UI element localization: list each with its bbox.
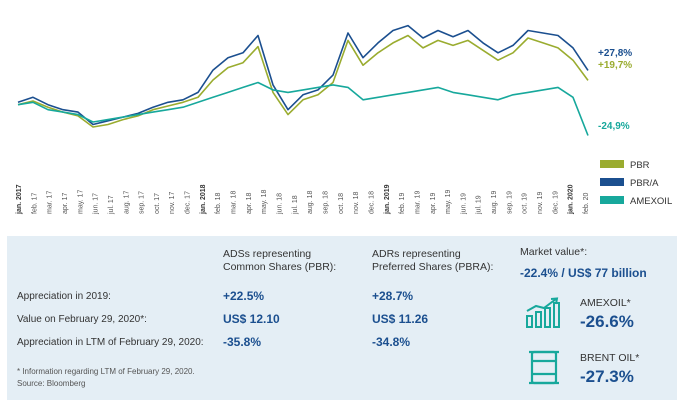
legend-swatch-amexoil	[600, 196, 624, 204]
x-tick-label: may. 17	[77, 190, 84, 214]
x-tick-label: nov. 19	[537, 191, 544, 214]
market-value-title: Market value*:	[520, 246, 588, 258]
x-tick-label: jun. 19	[460, 193, 467, 215]
x-tick-label: jul. 19	[476, 195, 483, 215]
pbr-header-line1: ADSs representing	[223, 248, 312, 260]
series-line-amexoil	[17, 81, 589, 136]
brent-oil-value: -27.3%	[580, 367, 634, 386]
chart-svg: +19,7%+27,8% -24,9% jan. 2017 feb. 17 mar. …	[16, 24, 672, 215]
x-tick-label: may. 19	[445, 190, 452, 214]
info-panel: ADSs representing Common Shares (PBR): A…	[7, 236, 677, 400]
pbra-column-header: ADRs representing Preferred Shares (PBRA…	[372, 248, 493, 274]
pbr-header-line2: Common Shares (PBR):	[223, 261, 337, 273]
x-tick-label: aug. 17	[123, 191, 130, 214]
row-label-value-feb-2020: Value on February 29, 2020*:	[17, 314, 147, 325]
brent-oil-label: BRENT OIL*	[580, 352, 640, 364]
amexoil-label: AMEXOIL*	[580, 297, 631, 309]
pbra-appreciation-ltm: -34.8%	[372, 335, 411, 349]
x-tick-label: dec. 19	[552, 191, 559, 214]
x-tick-label: mar. 19	[414, 191, 421, 214]
row-label-appreciation-2019: Appreciation in 2019:	[17, 291, 111, 302]
x-tick-label: feb. 19	[399, 192, 406, 214]
end-label-pbr-a: +27,8%	[598, 48, 632, 59]
end-label-pbr: +19,7%	[598, 60, 632, 71]
x-tick-label: jun. 18	[277, 193, 284, 215]
x-tick-label: jul. 17	[108, 195, 115, 215]
x-tick-label: sep. 19	[506, 191, 513, 214]
x-tick-label: apr. 18	[246, 192, 253, 214]
x-tick-label: oct. 17	[154, 193, 161, 214]
x-tick-label: may. 18	[261, 190, 268, 214]
x-tick-label: dec. 18	[369, 191, 376, 214]
legend-label-amexoil: AMEXOIL	[630, 196, 672, 207]
legend-label-pbr: PBR	[630, 160, 650, 171]
end-label-amexoil: -24,9%	[598, 121, 630, 132]
x-tick-label: apr. 17	[62, 192, 69, 214]
x-tick-label: jan. 2020	[568, 184, 575, 215]
stock-performance-chart: +19,7% +27,8% -24,9% jan. 2017 feb. 17 mar. …	[16, 24, 672, 215]
bar-chart-growth-icon	[526, 297, 560, 328]
pbr-appreciation-ltm: -35.8%	[223, 335, 262, 349]
x-tick-label: feb. 20	[583, 192, 590, 214]
legend-label-pbr-a: PBR/A	[630, 178, 659, 189]
x-tick-label: sep. 17	[139, 191, 146, 214]
x-tick-label: feb. 18	[215, 192, 222, 214]
x-tick-label: jan. 2018	[200, 184, 207, 215]
x-tick-label: oct. 19	[522, 193, 529, 214]
x-tick-label: aug. 19	[491, 191, 498, 214]
x-tick-label: jan. 2017	[16, 184, 23, 215]
x-tick-label: jul. 18	[292, 195, 299, 215]
row-label-appreciation-ltm: Appreciation in LTM of February 29, 2020…	[17, 337, 204, 348]
x-tick-label: sep. 18	[323, 191, 330, 214]
x-tick-label: apr. 19	[430, 192, 437, 214]
x-tick-label: dec. 17	[185, 191, 192, 214]
amexoil-value: -26.6%	[580, 312, 634, 331]
footnote: * Information regarding LTM of February …	[17, 367, 195, 376]
oil-barrel-icon	[529, 350, 559, 385]
series-line-pbr-a	[17, 24, 589, 126]
legend-swatch-pbr-a	[600, 178, 624, 186]
x-tick-label: aug. 18	[307, 191, 314, 214]
pbra-header-line1: ADRs representing	[372, 248, 461, 260]
legend-swatch-pbr	[600, 160, 624, 168]
x-tick-label: oct. 18	[338, 193, 345, 214]
pbra-appreciation-2019: +28.7%	[372, 289, 414, 303]
x-tick-label: nov. 18	[353, 191, 360, 214]
pbra-header-line2: Preferred Shares (PBRA):	[372, 261, 494, 273]
market-value: -22.4% / US$ 77 billion	[520, 266, 647, 280]
x-tick-label: jan. 2019	[384, 184, 391, 215]
source-note: Source: Bloomberg	[17, 379, 86, 388]
x-tick-label: mar. 17	[47, 191, 54, 214]
pbr-appreciation-2019: +22.5%	[223, 289, 265, 303]
pbra-value-feb-2020: US$ 11.26	[372, 312, 429, 326]
x-tick-label: jun. 17	[93, 193, 100, 215]
pbr-column-header: ADSs representing Common Shares (PBR):	[223, 248, 336, 274]
x-tick-label: nov. 17	[169, 191, 176, 214]
pbr-value-feb-2020: US$ 12.10	[223, 312, 280, 326]
series-line-pbr	[17, 34, 589, 128]
x-tick-label: feb. 17	[31, 192, 38, 214]
x-tick-label: mar. 18	[231, 191, 238, 214]
